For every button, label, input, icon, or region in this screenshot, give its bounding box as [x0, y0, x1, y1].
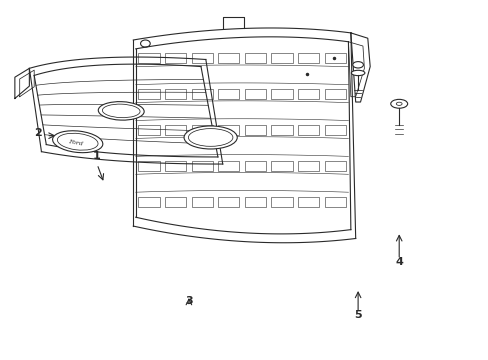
Bar — [164, 53, 186, 63]
Bar — [244, 161, 265, 171]
Bar — [138, 161, 159, 171]
Ellipse shape — [352, 62, 363, 68]
Bar — [271, 89, 292, 99]
Ellipse shape — [390, 99, 407, 108]
Bar — [324, 125, 345, 135]
Bar — [138, 125, 159, 135]
Bar — [218, 161, 239, 171]
Ellipse shape — [57, 133, 98, 150]
Bar — [191, 89, 212, 99]
Ellipse shape — [188, 129, 232, 146]
Bar — [218, 53, 239, 63]
Bar — [324, 89, 345, 99]
Bar — [297, 53, 319, 63]
Bar — [218, 125, 239, 135]
Bar — [297, 125, 319, 135]
Ellipse shape — [183, 126, 237, 149]
Bar — [164, 161, 186, 171]
Text: 3: 3 — [185, 296, 192, 306]
Bar — [191, 53, 212, 63]
Text: 1: 1 — [93, 151, 101, 161]
Ellipse shape — [102, 104, 140, 118]
Bar — [244, 197, 265, 207]
Bar — [324, 197, 345, 207]
Bar — [138, 89, 159, 99]
Bar — [324, 53, 345, 63]
Bar — [164, 125, 186, 135]
Bar — [191, 197, 212, 207]
Bar — [164, 197, 186, 207]
Bar — [297, 161, 319, 171]
Text: Ford: Ford — [67, 139, 83, 147]
Bar — [138, 53, 159, 63]
Text: 5: 5 — [354, 310, 361, 320]
Bar — [271, 161, 292, 171]
Bar — [271, 125, 292, 135]
Bar — [218, 197, 239, 207]
Bar — [244, 53, 265, 63]
Bar — [244, 125, 265, 135]
Bar — [297, 89, 319, 99]
Bar — [271, 197, 292, 207]
Text: 2: 2 — [34, 128, 41, 138]
Bar — [297, 197, 319, 207]
Ellipse shape — [53, 131, 102, 153]
Text: 4: 4 — [394, 257, 402, 267]
Bar — [244, 89, 265, 99]
Bar — [271, 53, 292, 63]
Bar — [191, 125, 212, 135]
Bar — [138, 197, 159, 207]
Ellipse shape — [98, 102, 144, 120]
Ellipse shape — [350, 70, 364, 76]
Bar — [324, 161, 345, 171]
Bar — [191, 161, 212, 171]
Bar — [164, 89, 186, 99]
Ellipse shape — [395, 102, 401, 105]
Bar — [218, 89, 239, 99]
